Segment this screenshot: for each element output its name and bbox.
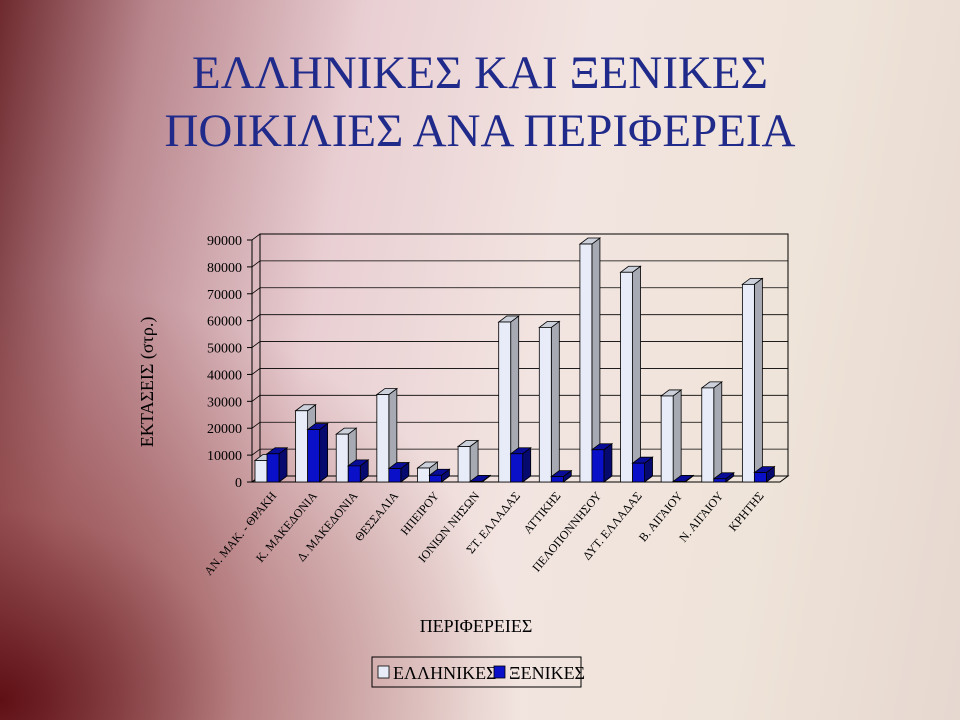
bar-front	[335, 433, 349, 483]
y-tick-label: 20000	[207, 422, 242, 437]
bar-side	[753, 277, 763, 483]
y-tick-label: 80000	[207, 261, 242, 276]
bar-side	[672, 389, 682, 483]
y-tick-label: 10000	[207, 449, 242, 464]
bar-front	[620, 271, 633, 483]
bar-foreign-9	[590, 442, 614, 483]
gridline	[251, 394, 788, 402]
bar-greek-7	[497, 315, 520, 483]
y-tick-label: 50000	[207, 342, 242, 357]
bar-side	[319, 422, 329, 483]
bar-front	[266, 453, 280, 483]
bar-greek-6	[456, 439, 480, 483]
bar-front	[347, 465, 361, 483]
bar-foreign-11	[671, 474, 695, 483]
slide-title-line-2: ΠΟΙΚΙΛΙΕΣ ΑΝΑ ΠΕΡΙΦΕΡΕΙΑ	[164, 105, 796, 157]
bar-foreign-5	[428, 468, 451, 483]
bar-side	[603, 442, 613, 483]
x-category-label: ΚΡΗΤΗΣ	[726, 489, 767, 534]
bar-front	[469, 481, 483, 483]
y-tick-label: 30000	[207, 395, 242, 410]
bar-greek-4	[375, 387, 399, 483]
legend-label-greek: ΕΛΛΗΝΙΚΕΣ	[393, 663, 497, 683]
bar-front	[579, 243, 593, 483]
bar-front	[254, 460, 268, 483]
bar-greek-9	[578, 237, 602, 483]
y-tick-label: 90000	[207, 234, 242, 249]
bar-foreign-1	[265, 446, 289, 483]
legend-label-foreign: ΞΕΝΙΚΕΣ	[509, 663, 585, 683]
bar-greek-8	[538, 320, 561, 483]
bar-front	[429, 474, 442, 483]
bar-front	[701, 387, 715, 483]
bar-greek-11	[659, 389, 683, 483]
slide-title-line-1: ΕΛΛΗΝΙΚΕΣ ΚΑΙ ΞΕΝΙΚΕΣ	[192, 47, 768, 99]
bar-front	[550, 476, 564, 483]
y-tick-label: 70000	[207, 288, 242, 303]
bar-front	[591, 449, 605, 483]
bar-front	[498, 321, 512, 483]
gridline	[251, 260, 788, 268]
bar-front	[632, 462, 645, 483]
legend-swatch-foreign	[493, 665, 506, 679]
bar-side	[550, 320, 560, 483]
y-tick-label: 40000	[207, 368, 242, 383]
bar-front	[753, 472, 767, 483]
gridline	[251, 233, 788, 241]
bar-greek-13	[741, 277, 764, 483]
x-category-label: ΗΠΕΙΡΟΥ	[398, 489, 442, 538]
bar-front	[510, 453, 524, 483]
bar-side	[713, 381, 723, 483]
x-category-label: ΑΝ. ΜΑΚ. - ΘΡΑΚΗ	[201, 489, 279, 578]
bar-front	[388, 468, 402, 483]
bar-foreign-12	[712, 471, 735, 483]
bar-greek-12	[700, 381, 723, 483]
y-axis-label: ΕΚΤΑΣΕΙΣ (στρ.)	[137, 317, 158, 448]
plot-bars	[253, 237, 776, 483]
gridline	[251, 421, 788, 429]
slide-title: ΕΛΛΗΝΙΚΕΣ ΚΑΙ ΞΕΝΙΚΕΣ ΠΟΙΚΙΛΙΕΣ ΑΝΑ ΠΕΡΙ…	[40, 44, 920, 160]
bar-foreign-6	[468, 474, 492, 483]
bar-front	[660, 395, 674, 483]
bar-side	[469, 439, 479, 483]
bar-front	[376, 394, 390, 483]
y-tick-label: 60000	[207, 315, 242, 330]
bar-greek-10	[619, 265, 642, 483]
bar-front	[295, 410, 309, 483]
bar-foreign-2	[306, 422, 329, 483]
y-axis-ticks: 0 10000 20000 30000 40000 50000 60000 70000 8000…	[207, 234, 242, 491]
bar-front	[672, 481, 686, 483]
bar-front	[538, 326, 552, 483]
bar-foreign-8	[550, 469, 573, 483]
gridline	[251, 287, 788, 295]
bar-foreign-10	[631, 456, 654, 483]
bar-front	[417, 467, 430, 483]
bar-foreign-4	[387, 461, 411, 483]
bar-front	[741, 283, 755, 483]
bar-foreign-7	[509, 446, 532, 483]
y-tick-label: 0	[235, 476, 242, 491]
x-axis-label: ΠΕΡΙΦΕΡΕΙΕΣ	[420, 616, 533, 636]
legend-swatch-greek	[377, 665, 390, 679]
legend-box	[371, 656, 582, 688]
gridline	[251, 368, 788, 375]
bar-front	[307, 429, 321, 483]
bar-foreign-3	[347, 459, 370, 483]
gridline	[251, 341, 788, 348]
gridline	[251, 314, 788, 321]
bar-foreign-13	[753, 465, 776, 483]
x-category-label: ΠΕΛΟΠΟΝΝΗΣΟΥ	[529, 489, 604, 575]
bar-front	[457, 446, 471, 483]
x-category-label: ΑΤΤΙΚΗΣ	[521, 489, 564, 537]
chart-legend: ΕΛΛΗΝΙΚΕΣ ΞΕΝΙΚΕΣ	[371, 656, 585, 688]
bar-front	[713, 478, 727, 483]
bar-side	[632, 265, 641, 483]
